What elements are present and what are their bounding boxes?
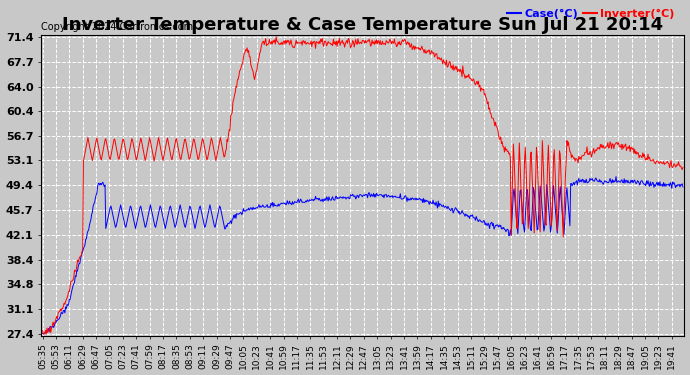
Legend: Case(°C), Inverter(°C): Case(°C), Inverter(°C) <box>503 4 679 23</box>
Title: Inverter Temperature & Case Temperature Sun Jul 21 20:14: Inverter Temperature & Case Temperature … <box>62 16 663 34</box>
Text: Copyright 2024 Cartronics.com: Copyright 2024 Cartronics.com <box>41 22 193 32</box>
